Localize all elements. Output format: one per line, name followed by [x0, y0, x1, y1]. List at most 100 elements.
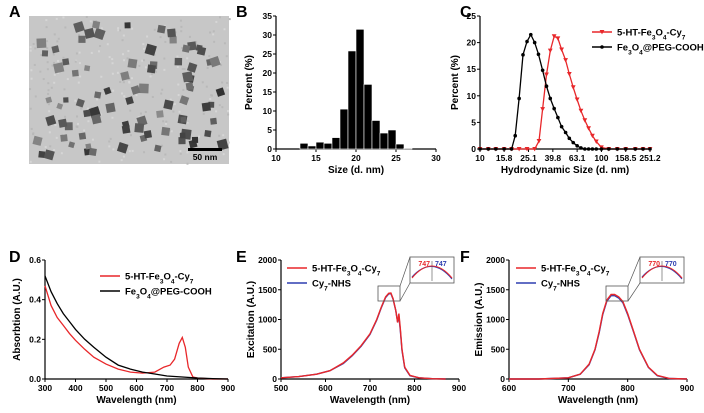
- micrograph-grain: [218, 104, 221, 107]
- micrograph-grain: [218, 16, 221, 19]
- histogram-bar: [355, 28, 365, 150]
- panel-letter-a: A: [9, 4, 21, 21]
- nanocube: [53, 62, 65, 74]
- micrograph-grain: [98, 50, 101, 53]
- x-tick-label: 800: [407, 383, 421, 393]
- panel-letter-e: E: [236, 249, 247, 266]
- micrograph-grain: [186, 121, 189, 124]
- series-line: [480, 33, 650, 150]
- data-point: [502, 147, 506, 151]
- micrograph-grain: [206, 156, 209, 159]
- zoom-connector: [627, 282, 641, 302]
- micrograph-grain: [85, 16, 88, 19]
- legend-entry: 5-HT-Fe3O4-Cy7: [312, 264, 381, 278]
- micrograph-grain: [80, 107, 83, 110]
- data-point: [599, 147, 604, 151]
- y-axis-title: Percent (%): [244, 55, 255, 110]
- x-tick-label: 10: [271, 153, 281, 163]
- micrograph-grain: [29, 88, 32, 91]
- histogram-bar: [323, 143, 333, 150]
- micrograph-grain: [87, 120, 90, 123]
- micrograph-grain: [215, 20, 218, 23]
- nanocube: [68, 141, 76, 149]
- y-tick-label: 0: [267, 144, 272, 154]
- data-point: [556, 115, 560, 120]
- micrograph-grain: [46, 68, 49, 71]
- micrograph-grain: [161, 88, 164, 91]
- micrograph-grain: [116, 71, 119, 74]
- nanocube: [134, 123, 145, 133]
- histogram-bar: [387, 129, 397, 150]
- micrograph-grain: [155, 70, 158, 73]
- micrograph-grain: [223, 42, 226, 45]
- micrograph-grain: [64, 115, 67, 118]
- micrograph-grain: [55, 136, 58, 139]
- data-point: [570, 85, 576, 90]
- micrograph-grain: [151, 95, 154, 98]
- x-tick-label: 15.8: [496, 153, 513, 163]
- micrograph-grain: [163, 68, 166, 71]
- data-point: [593, 139, 599, 144]
- micrograph-grain: [181, 46, 184, 49]
- y-axis-title: Emission (A.U.): [474, 283, 485, 357]
- y-tick-label: 15: [467, 64, 477, 74]
- nanocube: [121, 125, 131, 134]
- data-point: [582, 118, 588, 123]
- data-point: [590, 147, 595, 151]
- data-point: [600, 45, 604, 49]
- micrograph-grain: [161, 144, 164, 147]
- micrograph-grain: [139, 112, 142, 115]
- micrograph-grain: [33, 63, 36, 66]
- histogram-bar: [331, 137, 341, 150]
- x-tick-label: 900: [680, 383, 694, 393]
- data-point: [540, 68, 545, 73]
- data-point: [547, 48, 553, 53]
- nanocube: [144, 43, 157, 56]
- micrograph-grain: [122, 155, 125, 158]
- micrograph-grain: [121, 53, 124, 56]
- micrograph-grain: [39, 70, 42, 73]
- nanocube: [127, 58, 138, 69]
- micrograph-grain: [50, 86, 53, 89]
- micrograph-grain: [53, 73, 56, 76]
- x-tick-label: 500: [99, 383, 113, 393]
- panel-letter-d: D: [9, 249, 21, 266]
- y-tick-label: 500: [263, 344, 277, 354]
- y-tick-label: 0: [500, 374, 505, 384]
- y-tick-label: 0: [272, 374, 277, 384]
- nanocube: [124, 22, 131, 29]
- micrograph-grain: [47, 82, 50, 85]
- micrograph-grain: [74, 60, 77, 63]
- data-point: [532, 40, 537, 45]
- nanocube: [156, 110, 164, 118]
- micrograph-grain: [42, 78, 45, 81]
- legend-entry: Fe3O4@PEG-COOH: [125, 287, 212, 301]
- micrograph-grain: [188, 35, 191, 38]
- x-axis-title: Wavelength (nm): [558, 395, 638, 406]
- histogram-bar: [403, 147, 413, 150]
- nanocube: [75, 98, 85, 108]
- micrograph-grain: [221, 81, 224, 84]
- y-tick-label: 2000: [486, 255, 505, 265]
- micrograph-grain: [48, 110, 51, 113]
- nanocube: [167, 28, 176, 38]
- nanocube: [161, 126, 171, 136]
- micrograph-grain: [208, 55, 211, 58]
- micrograph-grain: [47, 92, 50, 95]
- nanocube: [88, 147, 97, 157]
- nanocube: [58, 118, 68, 128]
- micrograph-grain: [181, 67, 184, 70]
- micrograph-grain: [51, 64, 54, 67]
- data-point: [544, 72, 549, 77]
- micrograph-grain: [78, 34, 81, 37]
- data-point: [606, 147, 611, 151]
- data-point: [579, 146, 583, 150]
- micrograph-grain: [131, 149, 134, 152]
- data-point: [552, 106, 556, 111]
- nanocube: [93, 27, 106, 41]
- nanocube: [146, 64, 156, 74]
- micrograph-grain: [49, 145, 52, 148]
- micrograph-grain: [109, 137, 112, 140]
- data-point: [615, 147, 620, 151]
- zoom-connector: [627, 256, 641, 287]
